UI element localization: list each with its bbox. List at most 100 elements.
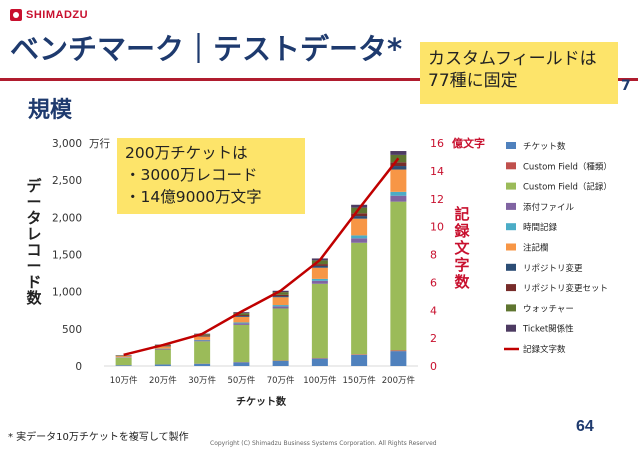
bar-segment: [390, 350, 407, 352]
x-tick-label: 10万件: [110, 375, 138, 386]
legend-label: 注記欄: [523, 243, 549, 254]
y2-axis-label: 記録文字数: [454, 205, 470, 291]
legend-swatch: [506, 162, 516, 170]
bar-segment: [351, 216, 368, 219]
bar-segment: [311, 260, 328, 265]
bar-segment: [233, 362, 250, 366]
slide-title: ベンチマーク｜テストデータ*: [10, 32, 403, 66]
bar-segment: [194, 341, 211, 364]
bar-segment: [272, 296, 289, 298]
bar-segment: [311, 280, 328, 284]
custom-field-callout-line2: 77種に固定: [428, 71, 518, 91]
bar-segment: [351, 354, 368, 366]
bar-segment: [272, 292, 289, 295]
bar-segment: [233, 322, 250, 324]
bar-segment: [233, 313, 250, 316]
bar-segment: [233, 316, 250, 323]
bar-segment: [194, 335, 211, 337]
bar-segment: [390, 162, 407, 167]
bar-segment: [115, 365, 132, 366]
record-chars-line: [123, 157, 400, 357]
legend-swatch: [506, 182, 516, 190]
bar-segment: [154, 349, 171, 365]
bar-segment: [194, 339, 211, 341]
scale-callout-line1: 200万チケットは: [125, 144, 248, 162]
legend-label: 記録文字数: [523, 344, 566, 355]
bar-segment: [351, 204, 368, 208]
bar-segment: [390, 166, 407, 170]
x-tick-label: 30万件: [188, 375, 216, 386]
bar-segment: [272, 308, 289, 361]
legend-label: ウォッチャー: [523, 304, 574, 314]
bar-segment: [351, 242, 368, 355]
bar-segment: [194, 363, 211, 366]
custom-field-callout: カスタムフィールドは 77種に固定: [420, 42, 618, 104]
scale-callout-line3: ・14億9000万文字: [125, 188, 262, 206]
legend-swatch: [506, 223, 516, 231]
bar-segment: [311, 283, 328, 359]
bar-segment: [233, 323, 250, 325]
x-tick-label: 20万件: [149, 375, 177, 386]
bar-segment: [233, 324, 250, 363]
x-tick-label: 150万件: [343, 375, 377, 386]
y2-tick-label: 4: [430, 304, 437, 317]
bar-segment: [272, 294, 289, 297]
y-tick-label: 2,000: [52, 212, 82, 224]
y-tick-label: 1,500: [52, 250, 82, 262]
bar-segment: [154, 348, 171, 350]
bar-segment: [311, 278, 328, 281]
scale-callout: 200万チケットは ・3000万レコード ・14億9000万文字: [117, 138, 305, 214]
bar-segment: [311, 267, 328, 279]
bar-segment: [233, 315, 250, 316]
bar-segment: [154, 364, 171, 366]
bar-segment: [311, 358, 328, 366]
legend-swatch: [506, 202, 516, 210]
shimadzu-logo: SHIMADZU: [10, 8, 88, 22]
y2-tick-label: 14: [430, 165, 444, 178]
x-tick-label: 200万件: [382, 375, 416, 386]
y2-tick-label: 6: [430, 276, 437, 289]
brand-name: SHIMADZU: [26, 9, 89, 21]
bar-segment: [390, 169, 407, 192]
y-tick-label: 500: [62, 324, 82, 336]
bar-segment: [351, 218, 368, 236]
bar-segment: [233, 315, 250, 317]
bar-segment: [390, 191, 407, 196]
page-number: 64: [576, 418, 594, 435]
bar-segment: [272, 306, 289, 309]
y-axis-label: データレコード数: [26, 177, 42, 307]
bar-segment: [272, 305, 289, 307]
legend-swatch: [506, 243, 516, 251]
x-tick-label: 100万件: [303, 375, 337, 386]
legend-label: リポジトリ変更: [523, 263, 583, 274]
shimadzu-logo-mark-icon: [10, 9, 22, 21]
y2-tick-label: 0: [430, 360, 437, 373]
y2-unit-label: 億文字: [452, 136, 485, 150]
scale-callout-line2: ・3000万レコード: [125, 166, 258, 184]
x-axis-title: チケット数: [236, 395, 287, 408]
footnote: * 実データ10万チケットを複写して製作: [8, 432, 189, 443]
y2-tick-label: 10: [430, 221, 444, 234]
bar-segment: [311, 265, 328, 268]
copyright: Copyright (C) Shimadzu Business Systems …: [210, 440, 437, 447]
legend-label: 時間記録: [523, 222, 558, 233]
bar-segment: [194, 335, 211, 336]
legend-swatch: [506, 142, 516, 149]
y2-tick-label: 2: [430, 332, 437, 345]
bar-segment: [115, 356, 132, 358]
bar-segment: [351, 238, 368, 243]
legend-swatch: [506, 284, 516, 292]
title-divider: [0, 78, 638, 81]
bar-segment: [311, 264, 328, 266]
legend-swatch: [506, 304, 516, 312]
y2-tick-label: 12: [430, 193, 444, 206]
legend-label: チケット数: [523, 141, 566, 152]
bar-segment: [272, 360, 289, 366]
bar-segment: [115, 357, 132, 366]
top-page-number: 7: [621, 78, 631, 94]
y-unit-label: 万行: [89, 137, 110, 150]
legend-swatch: [506, 324, 516, 332]
x-tick-label: 70万件: [267, 375, 295, 386]
y-tick-label: 2,500: [52, 175, 82, 187]
legend-label: Custom Field（種類）: [523, 161, 612, 172]
